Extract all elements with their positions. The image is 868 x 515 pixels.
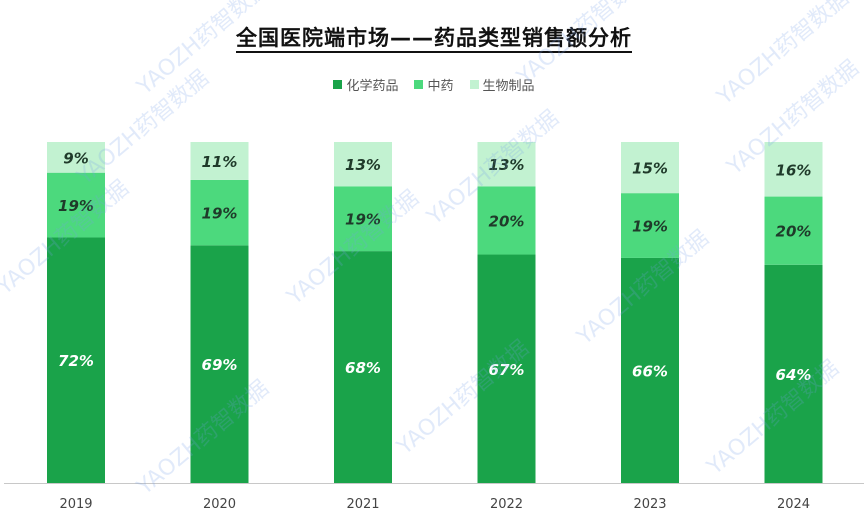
data-label-chemical-2022: 67% (489, 361, 525, 379)
legend-swatch-chemical (333, 80, 343, 89)
data-label-chemical-2019: 72% (58, 352, 94, 370)
bar-bio-2023 (621, 142, 679, 194)
bar-bio-2021 (334, 142, 392, 187)
legend-swatch-bio (469, 80, 479, 89)
data-label-chemical-2020: 69% (202, 356, 238, 374)
bar-chemical-2021 (334, 251, 392, 483)
data-label-bio-2019: 9% (63, 149, 88, 167)
bar-chemical-2019 (47, 237, 105, 483)
legend-item-bio: 生物制品 (469, 75, 535, 94)
data-label-tcm-2024: 20% (776, 223, 812, 241)
bar-tcm-2019 (47, 172, 105, 238)
bar-tcm-2020 (190, 179, 249, 246)
bar-chemical-2024 (764, 264, 823, 483)
chart-title: 全国医院端市场——药品类型销售额分析 (0, 22, 868, 53)
x-tick-label-2022: 2022 (490, 497, 523, 512)
data-label-bio-2023: 15% (632, 160, 668, 178)
bar-chemical-2023 (621, 257, 679, 483)
data-label-chemical-2024: 64% (776, 366, 812, 384)
legend-label-bio: 生物制品 (482, 79, 535, 94)
bar-tcm-2023 (621, 193, 679, 258)
data-label-tcm-2022: 20% (489, 212, 525, 230)
data-label-bio-2020: 11% (202, 153, 238, 171)
bar-chemical-2020 (190, 245, 249, 483)
bar-tcm-2021 (334, 186, 392, 252)
bar-bio-2024 (764, 142, 823, 197)
bar-tcm-2024 (764, 196, 823, 265)
bar-tcm-2022 (477, 186, 536, 255)
data-label-bio-2021: 13% (345, 156, 381, 174)
x-tick-label-2019: 2019 (59, 497, 92, 512)
legend-swatch-tcm (414, 80, 424, 89)
data-label-bio-2024: 16% (776, 161, 812, 179)
data-label-tcm-2023: 19% (632, 218, 668, 236)
data-label-chemical-2023: 66% (632, 362, 668, 380)
bar-bio-2022 (477, 142, 536, 187)
data-label-tcm-2019: 19% (58, 197, 94, 215)
bar-chemical-2022 (477, 254, 536, 483)
data-label-chemical-2021: 68% (345, 359, 381, 377)
x-tick-label-2021: 2021 (346, 497, 379, 512)
x-tick-label-2024: 2024 (777, 497, 810, 512)
legend-label-tcm: 中药 (427, 79, 454, 94)
x-tick-label-2020: 2020 (203, 497, 236, 512)
bar-bio-2019 (47, 142, 105, 173)
data-label-tcm-2020: 19% (202, 205, 238, 223)
bar-bio-2020 (190, 142, 249, 180)
x-tick-label-2023: 2023 (633, 497, 666, 512)
data-label-tcm-2021: 19% (345, 211, 381, 229)
legend: 化学药品 中药 生物制品 (0, 75, 868, 94)
legend-item-tcm: 中药 (414, 75, 454, 94)
data-label-bio-2022: 13% (489, 156, 525, 174)
legend-label-chemical: 化学药品 (346, 79, 399, 94)
legend-item-chemical: 化学药品 (333, 75, 398, 94)
